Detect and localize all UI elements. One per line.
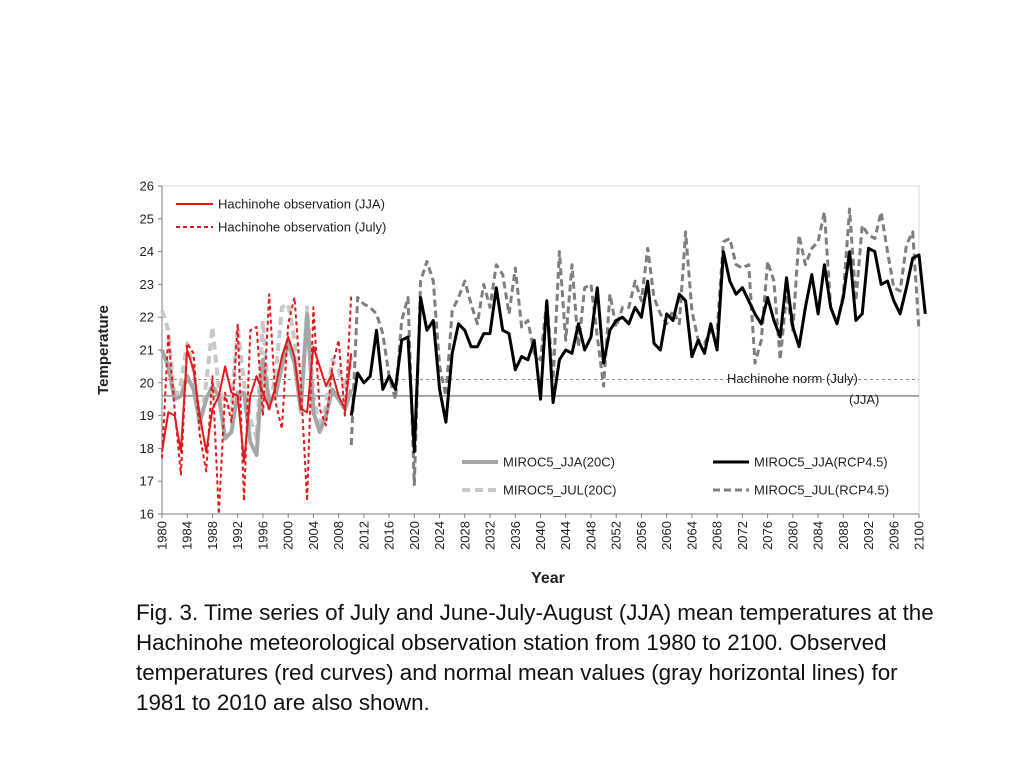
x-tick-label: 2048 — [583, 521, 598, 550]
legend-label-jja-20c: MIROC5_JJA(20C) — [503, 455, 615, 470]
series-jja-20c — [160, 311, 354, 457]
x-tick-label: 1988 — [205, 521, 220, 550]
x-tick-label: 2044 — [558, 521, 573, 550]
series-jul-rcp — [349, 207, 921, 486]
x-tick-label: 2080 — [785, 521, 800, 550]
x-tick-label: 2028 — [457, 521, 472, 550]
legend-label-obs-jja: Hachinohe observation (JJA) — [218, 197, 385, 212]
x-tick-label: 2032 — [483, 521, 498, 550]
y-tick-label: 16 — [140, 507, 154, 522]
x-tick-label: 2016 — [382, 521, 397, 550]
x-tick-label: 1980 — [155, 521, 170, 550]
x-tick-label: 2012 — [356, 521, 371, 550]
x-tick-label: 2088 — [836, 521, 851, 550]
x-tick-label: 2036 — [508, 521, 523, 550]
x-tick-label: 2024 — [432, 521, 447, 550]
x-tick-label: 2000 — [281, 521, 296, 550]
y-tick-label: 21 — [140, 343, 154, 358]
x-axis-label: Year — [531, 570, 565, 587]
x-tick-label: 2056 — [634, 521, 649, 550]
legend-label-jul-rcp: MIROC5_JUL(RCP4.5) — [754, 483, 889, 498]
x-tick-label: 2076 — [760, 521, 775, 550]
legend-label-obs-july: Hachinohe observation (July) — [218, 220, 386, 235]
legend-observation: Hachinohe observation (JJA) Hachinohe ob… — [176, 197, 386, 235]
y-tick-labels: 16 17 18 19 20 21 22 23 24 25 26 — [140, 179, 162, 522]
x-tick-label: 2060 — [659, 521, 674, 550]
legend-models: MIROC5_JJA(20C) MIROC5_JUL(20C) MIROC5_J… — [462, 455, 889, 498]
x-tick-label: 2100 — [912, 521, 927, 550]
norm-jja-label: (JJA) — [849, 392, 879, 407]
x-tick-label: 2068 — [710, 521, 725, 550]
y-tick-label: 24 — [140, 244, 154, 259]
legend-label-jul-20c: MIROC5_JUL(20C) — [503, 483, 616, 498]
x-tick-label: 2040 — [533, 521, 548, 550]
series-jja-rcp — [349, 246, 927, 454]
y-tick-label: 20 — [140, 375, 154, 390]
y-tick-label: 17 — [140, 474, 154, 489]
y-tick-label: 23 — [140, 277, 154, 292]
x-tick-label: 1992 — [230, 521, 245, 550]
x-tick-label: 2064 — [684, 521, 699, 550]
x-tick-labels: 1980 1984 1988 1992 1996 2000 2004 2008 2012 2016… — [155, 514, 927, 550]
series-obs-jja — [161, 335, 353, 463]
x-tick-label: 2084 — [811, 521, 826, 550]
y-tick-label: 19 — [140, 408, 154, 423]
x-tick-label: 1984 — [180, 521, 195, 550]
x-tick-label: 2004 — [306, 521, 321, 550]
y-axis-label: Temperature — [95, 305, 112, 395]
y-tick-label: 18 — [140, 441, 154, 456]
figure-caption: Fig. 3. Time series of July and June-Jul… — [136, 600, 934, 715]
x-tick-label: 1996 — [255, 521, 270, 550]
series-obs-july — [161, 293, 353, 515]
x-tick-label: 2020 — [407, 521, 422, 550]
x-tick-label: 2096 — [886, 521, 901, 550]
y-tick-label: 26 — [140, 179, 154, 194]
y-tick-label: 25 — [140, 211, 154, 226]
x-tick-label: 2092 — [861, 521, 876, 550]
legend-label-jja-rcp: MIROC5_JJA(RCP4.5) — [754, 455, 888, 470]
x-tick-label: 2072 — [735, 521, 750, 550]
series-lines — [160, 207, 927, 515]
x-tick-label: 2052 — [609, 521, 624, 550]
y-tick-label: 22 — [140, 310, 154, 325]
norm-july-label: Hachinohe norm (July) — [727, 371, 858, 386]
x-tick-label: 2008 — [331, 521, 346, 550]
